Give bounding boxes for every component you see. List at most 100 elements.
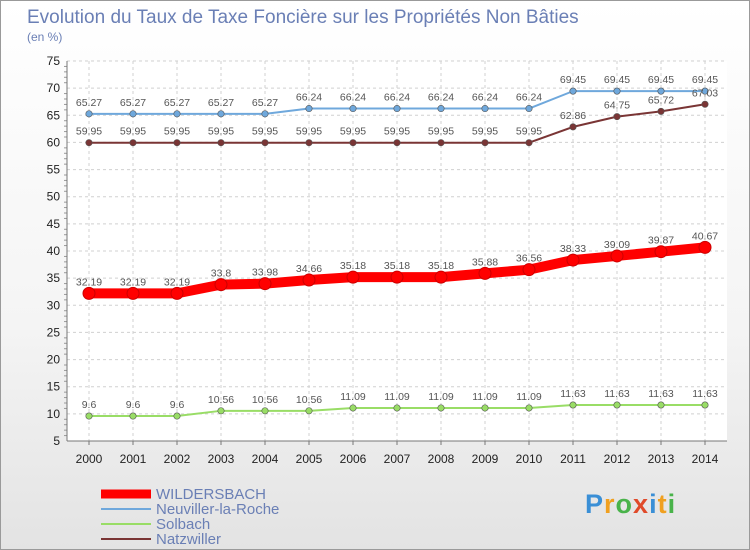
data-label-wildersbach: 35.18: [340, 260, 366, 272]
data-label-solbach: 11.63: [692, 388, 718, 400]
data-label-neuviller-la-roche: 66.24: [472, 92, 498, 104]
y-tick-label: 45: [47, 217, 61, 231]
data-label-natzwiller: 59.95: [76, 126, 102, 138]
data-point-solbach: [85, 412, 93, 420]
data-label-neuviller-la-roche: 65.27: [164, 97, 190, 109]
data-label-wildersbach: 33.98: [252, 267, 278, 279]
data-point-solbach: [217, 407, 225, 415]
data-label-natzwiller: 59.95: [120, 126, 146, 138]
data-point-natzwiller: [613, 113, 621, 121]
data-label-neuviller-la-roche: 66.24: [384, 92, 410, 104]
y-tick-label: 20: [47, 353, 61, 367]
data-point-solbach: [349, 404, 357, 412]
x-tick-label: 2014: [692, 452, 719, 466]
data-point-neuviller-la-roche: [261, 110, 269, 118]
data-label-neuviller-la-roche: 69.45: [604, 74, 630, 86]
data-label-wildersbach: 35.88: [472, 256, 498, 268]
data-label-wildersbach: 40.67: [692, 230, 718, 242]
data-point-neuviller-la-roche: [437, 105, 445, 113]
data-point-solbach: [569, 401, 577, 409]
y-tick-label: 65: [47, 108, 61, 122]
data-point-wildersbach: [302, 273, 316, 287]
data-point-natzwiller: [85, 139, 93, 147]
data-label-neuviller-la-roche: 66.24: [296, 92, 322, 104]
data-label-natzwiller: 59.95: [340, 126, 366, 138]
x-tick-label: 2008: [428, 452, 455, 466]
data-label-natzwiller: 59.95: [516, 126, 542, 138]
data-point-natzwiller: [305, 139, 313, 147]
data-label-natzwiller: 59.95: [428, 126, 454, 138]
data-point-solbach: [129, 412, 137, 420]
data-label-natzwiller: 67.03: [692, 87, 718, 99]
x-tick-label: 2001: [120, 452, 147, 466]
data-label-solbach: 9.6: [126, 399, 141, 411]
data-point-solbach: [173, 412, 181, 420]
data-label-solbach: 11.63: [604, 388, 630, 400]
data-label-neuviller-la-roche: 65.27: [208, 97, 234, 109]
data-point-neuviller-la-roche: [569, 87, 577, 95]
data-label-wildersbach: 32.19: [76, 276, 102, 288]
data-label-neuviller-la-roche: 69.45: [648, 74, 674, 86]
data-label-solbach: 11.09: [516, 391, 542, 403]
x-tick-label: 2009: [472, 452, 499, 466]
data-label-neuviller-la-roche: 66.24: [516, 92, 542, 104]
data-label-neuviller-la-roche: 66.24: [340, 92, 366, 104]
data-point-solbach: [305, 407, 313, 415]
data-label-wildersbach: 32.19: [164, 276, 190, 288]
logo-letter: P: [585, 489, 605, 519]
y-tick-label: 60: [47, 135, 61, 149]
data-point-wildersbach: [126, 286, 140, 300]
data-point-wildersbach: [566, 253, 580, 267]
data-label-natzwiller: 59.95: [472, 126, 498, 138]
x-tick-label: 2010: [516, 452, 543, 466]
data-label-wildersbach: 36.56: [516, 253, 542, 265]
data-point-wildersbach: [214, 278, 228, 292]
data-label-wildersbach: 33.8: [211, 268, 232, 280]
data-label-natzwiller: 59.95: [164, 126, 190, 138]
logo-letter: i: [649, 489, 658, 519]
data-label-natzwiller: 65.72: [648, 94, 674, 106]
data-point-neuviller-la-roche: [349, 105, 357, 113]
data-point-wildersbach: [698, 240, 712, 254]
data-point-natzwiller: [129, 139, 137, 147]
data-point-solbach: [701, 401, 709, 409]
data-point-neuviller-la-roche: [613, 87, 621, 95]
data-point-natzwiller: [525, 139, 533, 147]
data-label-neuviller-la-roche: 65.27: [76, 97, 102, 109]
data-label-neuviller-la-roche: 69.45: [692, 74, 718, 86]
data-point-natzwiller: [657, 107, 665, 115]
data-point-wildersbach: [610, 249, 624, 263]
legend-label-wildersbach: WILDERSBACH: [156, 486, 266, 503]
data-label-solbach: 9.6: [170, 399, 185, 411]
data-point-natzwiller: [569, 123, 577, 131]
data-label-wildersbach: 38.33: [560, 243, 586, 255]
legend-label-neuviller-la-roche: Neuviller-la-Roche: [156, 501, 279, 518]
data-point-wildersbach: [170, 286, 184, 300]
data-label-wildersbach: 39.87: [648, 235, 674, 247]
data-label-wildersbach: 32.19: [120, 276, 146, 288]
data-point-wildersbach: [522, 263, 536, 277]
data-label-solbach: 10.56: [208, 394, 234, 406]
y-tick-label: 75: [47, 54, 61, 68]
data-point-neuviller-la-roche: [525, 105, 533, 113]
data-label-neuviller-la-roche: 65.27: [252, 97, 278, 109]
y-tick-label: 55: [47, 163, 61, 177]
data-point-natzwiller: [217, 139, 225, 147]
data-point-solbach: [525, 404, 533, 412]
data-point-wildersbach: [390, 270, 404, 284]
data-point-neuviller-la-roche: [393, 105, 401, 113]
data-label-solbach: 11.09: [472, 391, 498, 403]
data-point-solbach: [261, 407, 269, 415]
x-tick-label: 2012: [604, 452, 631, 466]
data-point-neuviller-la-roche: [305, 105, 313, 113]
data-point-solbach: [657, 401, 665, 409]
data-label-wildersbach: 35.18: [384, 260, 410, 272]
data-label-neuviller-la-roche: 69.45: [560, 74, 586, 86]
data-point-wildersbach: [478, 266, 492, 280]
y-tick-label: 35: [47, 271, 61, 285]
data-label-natzwiller: 59.95: [296, 126, 322, 138]
y-tick-label: 5: [53, 434, 60, 448]
data-point-wildersbach: [346, 270, 360, 284]
